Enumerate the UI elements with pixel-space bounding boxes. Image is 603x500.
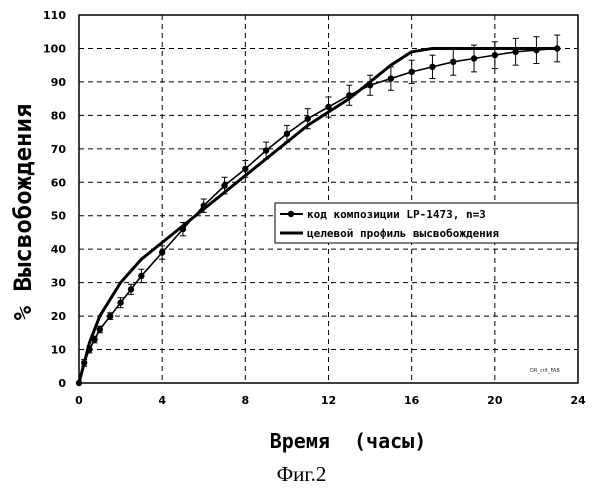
legend-label-target: целевой профиль высвобождения [307, 227, 499, 240]
x-tick-label: 12 [321, 394, 336, 407]
data-point-composition [346, 92, 352, 98]
data-point-composition [554, 45, 560, 51]
data-point-composition [242, 166, 248, 172]
data-point-composition [180, 226, 186, 232]
y-tick-label: 90 [51, 76, 67, 89]
data-point-composition [86, 346, 92, 352]
legend-label-composition: код композиции LP-1473, n=3 [307, 208, 486, 221]
data-point-composition [450, 59, 456, 65]
figure-caption: Фиг.2 [0, 462, 603, 487]
legend-marker-composition [288, 211, 294, 217]
y-tick-label: 30 [51, 277, 67, 290]
data-point-composition [91, 336, 97, 342]
y-tick-label: 20 [51, 310, 67, 323]
data-point-composition [471, 55, 477, 61]
release-chart: 0 4 8 12 16 20 24 0 10 20 30 40 50 60 70 80 90 100 110 Вр… [0, 0, 603, 460]
y-tick-label: 0 [58, 377, 66, 390]
data-point-composition [512, 49, 518, 55]
y-tick-label: 10 [51, 344, 67, 357]
data-point-composition [128, 286, 134, 292]
y-tick-label: 60 [51, 176, 67, 189]
data-point-composition [76, 380, 82, 386]
x-tick-label: 0 [75, 394, 83, 407]
y-tick-label: 70 [51, 143, 67, 156]
data-point-composition [81, 360, 87, 366]
legend: код композиции LP-1473, n=3 целевой проф… [275, 203, 578, 243]
data-point-composition [388, 75, 394, 81]
data-point-composition [107, 313, 113, 319]
x-axis-title: Время (часы) [270, 429, 427, 453]
corner-stamp: DR_crit_FAB [530, 368, 560, 374]
data-point-composition [492, 52, 498, 58]
x-tick-label: 20 [487, 394, 503, 407]
data-point-composition [263, 147, 269, 153]
data-point-composition [138, 273, 144, 279]
y-axis-title: % Высвобождения [9, 104, 37, 321]
y-tick-label: 50 [51, 210, 67, 223]
data-point-composition [97, 326, 103, 332]
data-point-composition [367, 82, 373, 88]
data-point-composition [117, 300, 123, 306]
data-point-composition [408, 69, 414, 75]
x-tick-label: 8 [242, 394, 250, 407]
data-point-composition [325, 104, 331, 110]
x-tick-label: 16 [404, 394, 420, 407]
data-point-composition [159, 249, 165, 255]
data-point-composition [429, 64, 435, 70]
data-point-composition [201, 202, 207, 208]
x-tick-label: 4 [158, 394, 166, 407]
y-tick-label: 110 [43, 9, 66, 22]
data-point-composition [284, 131, 290, 137]
data-point-composition [305, 116, 311, 122]
x-tick-label: 24 [570, 394, 586, 407]
data-point-composition [533, 47, 539, 53]
y-tick-label: 80 [51, 109, 67, 122]
y-tick-label: 100 [43, 42, 66, 55]
data-point-composition [221, 182, 227, 188]
y-tick-label: 40 [51, 243, 67, 256]
